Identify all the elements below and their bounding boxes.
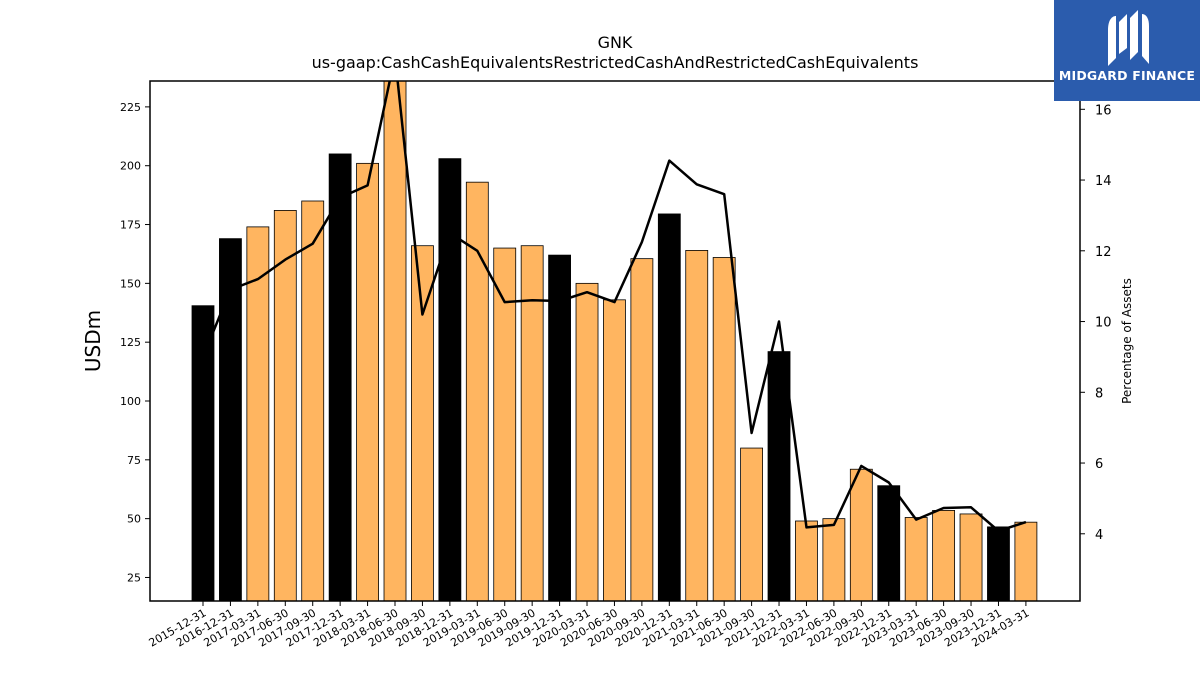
bar-2018-12-31 [438,158,462,601]
right-tick-label: 8 [1095,386,1103,401]
left-tick-label: 25 [127,571,141,584]
plot-frame [149,80,1081,602]
bar-2019-09-30 [520,245,544,601]
left-tick-label: 75 [127,454,141,467]
bar-2018-06-30 [383,81,407,601]
bar-2020-09-30 [630,258,654,601]
left-axis: 25 50 75 100 125 150 175 200 225 [120,101,150,584]
chart-subtitle: us-gaap:CashCashEquivalentsRestrictedCas… [312,53,919,72]
bar-series [191,81,1038,601]
left-tick-label: 175 [120,219,141,232]
bar-2022-12-31 [877,485,901,601]
y-axis-label-left: USDm [81,310,105,372]
left-tick-label: 225 [120,101,141,114]
right-tick-label: 10 [1095,316,1112,331]
bar-2017-09-30 [301,200,325,601]
bar-2017-03-31 [246,226,270,601]
midgard-logo-mark-icon [1108,10,1149,66]
bar-2022-06-30 [822,518,846,601]
bar-2024-03-31 [1014,521,1038,601]
x-axis: 2015-12-312016-12-312017-03-312017-06-30… [147,601,1031,650]
bar-2020-03-31 [575,282,599,601]
right-tick-label: 12 [1095,245,1112,260]
bar-2023-12-31 [987,526,1010,601]
bar-2017-06-30 [273,210,297,601]
y-axis-label-right: Percentage of Assets [1120,278,1134,404]
bar-2021-03-31 [685,250,709,601]
left-tick-label: 150 [120,277,141,290]
bar-2021-06-30 [712,257,736,601]
bar-2019-12-31 [548,254,571,601]
line-series [201,81,1027,533]
bar-2023-09-30 [959,513,983,601]
bar-2018-03-31 [356,162,379,601]
midgard-finance-logo: MIDGARD FINANCE [1054,0,1200,101]
bar-2015-12-31 [191,305,215,601]
percentage-of-assets-line [201,81,1027,533]
chart-title: GNK [598,33,633,52]
right-tick-label: 6 [1095,457,1103,472]
bar-2022-09-30 [849,468,873,601]
bar-2021-09-30 [740,447,763,601]
right-axis: 4 6 8 10 12 14 16 [1080,103,1112,543]
right-tick-label: 16 [1095,103,1112,118]
bar-2023-06-30 [932,510,956,601]
bar-2021-12-31 [767,351,791,601]
logo-text: MIDGARD FINANCE [1058,68,1196,83]
left-tick-label: 200 [120,160,141,173]
right-tick-label: 14 [1095,174,1112,189]
bar-2016-12-31 [219,238,242,601]
bar-2022-03-31 [795,520,818,601]
right-tick-label: 4 [1095,528,1103,543]
left-tick-label: 125 [120,336,141,349]
bar-2018-09-30 [411,245,434,601]
bar-2017-12-31 [328,153,352,601]
bar-2020-12-31 [657,213,681,601]
bar-2023-03-31 [904,517,928,601]
left-tick-label: 50 [127,513,141,526]
bar-2020-06-30 [603,299,626,601]
left-tick-label: 100 [120,395,141,408]
